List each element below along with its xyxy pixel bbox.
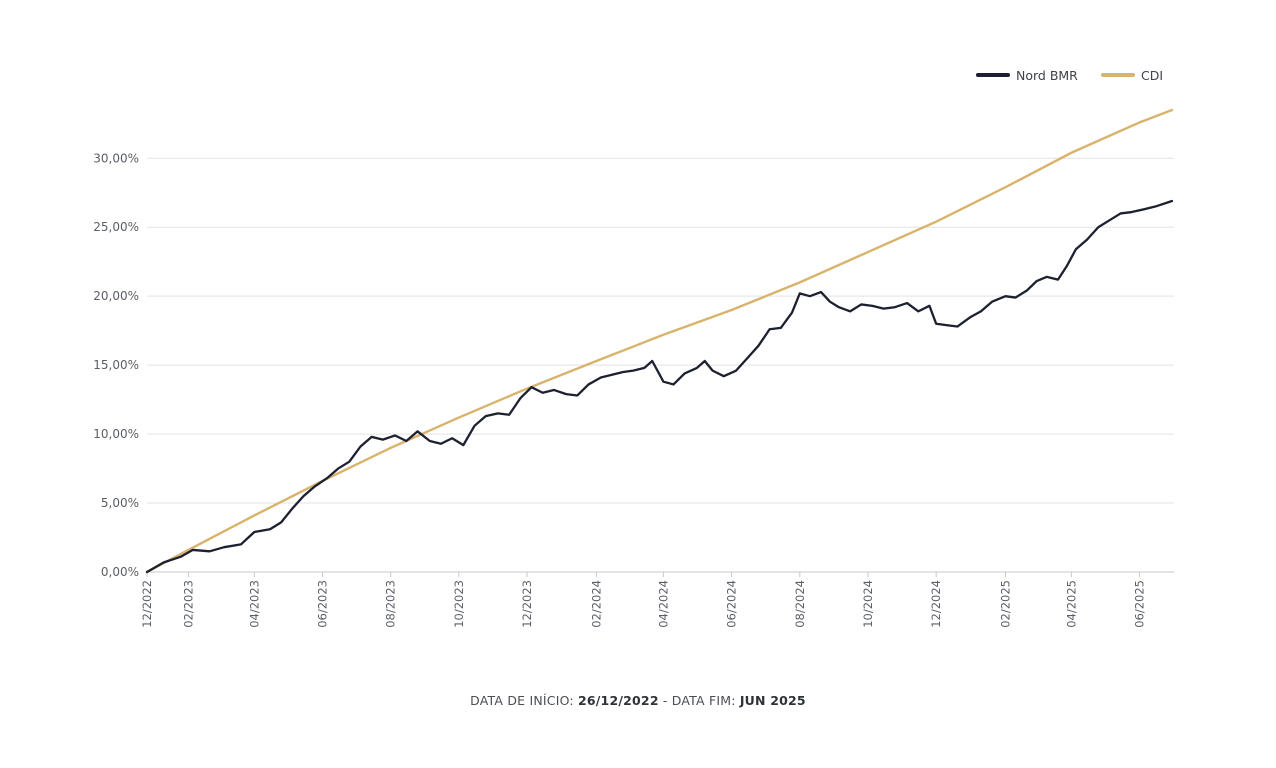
x-tick-label: 04/2025 [1064, 580, 1078, 628]
series-line-nord-bmr [145, 199, 1174, 574]
series-line-cdi [145, 108, 1174, 574]
x-tick-label: 02/2023 [181, 580, 195, 628]
x-tick-label: 04/2023 [247, 580, 261, 628]
legend: Nord BMR CDI [976, 68, 1163, 83]
series-lines [145, 108, 1174, 574]
x-tick-label: 04/2024 [656, 580, 670, 628]
x-tick-label: 02/2024 [589, 580, 603, 628]
legend-label: Nord BMR [1016, 68, 1078, 83]
x-tick-label: 06/2024 [725, 580, 739, 628]
y-axis-ticks: 0,00% 5,00% 10,00% 15,00% 20,00% 25,00% 30,00% [93, 151, 139, 579]
x-tick-label: 12/2023 [520, 580, 534, 628]
x-tick-label: 12/2024 [929, 580, 943, 628]
y-tick-label: 0,00% [101, 565, 139, 579]
x-tick-label: 08/2024 [793, 580, 807, 628]
performance-chart: 0,00% 5,00% 10,00% 15,00% 20,00% 25,00% 30,00%… [93, 68, 1174, 628]
y-tick-label: 20,00% [93, 289, 139, 303]
y-tick-label: 15,00% [93, 358, 139, 372]
y-tick-label: 25,00% [93, 220, 139, 234]
end-date-value: JUN 2025 [739, 693, 806, 708]
start-date-value: 26/12/2022 [578, 693, 659, 708]
x-tick-label: 06/2023 [315, 580, 329, 628]
y-tick-label: 30,00% [93, 151, 139, 165]
x-tick-label: 12/2022 [140, 580, 154, 628]
gridlines [147, 157, 1174, 573]
y-tick-label: 5,00% [101, 496, 139, 510]
x-tick-label: 02/2025 [998, 580, 1012, 628]
x-axis-ticks: 12/2022 02/2023 04/2023 06/2023 08/2023 10/20… [140, 572, 1147, 628]
x-tick-label: 08/2023 [384, 580, 398, 628]
x-tick-label: 10/2023 [452, 580, 466, 628]
x-tick-label: 06/2025 [1133, 580, 1147, 628]
end-date-label: - DATA FIM: [658, 693, 740, 708]
y-tick-label: 10,00% [93, 427, 139, 441]
legend-label: CDI [1141, 68, 1163, 83]
start-date-label: DATA DE INÍCIO: [470, 693, 578, 708]
date-range-footer: DATA DE INÍCIO: 26/12/2022 - DATA FIM: J… [0, 693, 1276, 708]
x-tick-label: 10/2024 [861, 580, 875, 628]
